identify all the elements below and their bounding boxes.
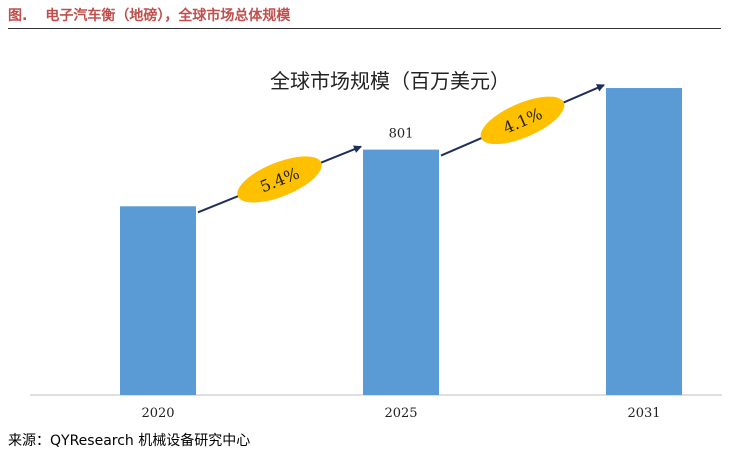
figure-label: 图.	[8, 8, 28, 24]
data-label: 801	[389, 127, 414, 142]
bar-2025	[363, 149, 439, 395]
x-tick-label: 2031	[627, 406, 660, 421]
x-tick-label: 2020	[141, 406, 174, 421]
growth-badge-ellipse	[480, 96, 565, 145]
figure-header: 图. 电子汽车衡（地磅），全球市场总体规模	[8, 4, 721, 29]
bar-2031	[606, 88, 682, 396]
growth-badge: 4.1%	[480, 96, 565, 145]
growth-badge-ellipse	[237, 156, 322, 203]
x-tick-label: 2025	[384, 406, 417, 421]
bar-2020	[120, 206, 196, 395]
growth-badge: 5.4%	[237, 156, 322, 203]
source-note: 来源：QYResearch 机械设备研究中心	[8, 433, 251, 449]
chart-title: 全球市场规模（百万美元）	[270, 69, 510, 93]
figure-title: 电子汽车衡（地磅），全球市场总体规模	[45, 8, 291, 24]
